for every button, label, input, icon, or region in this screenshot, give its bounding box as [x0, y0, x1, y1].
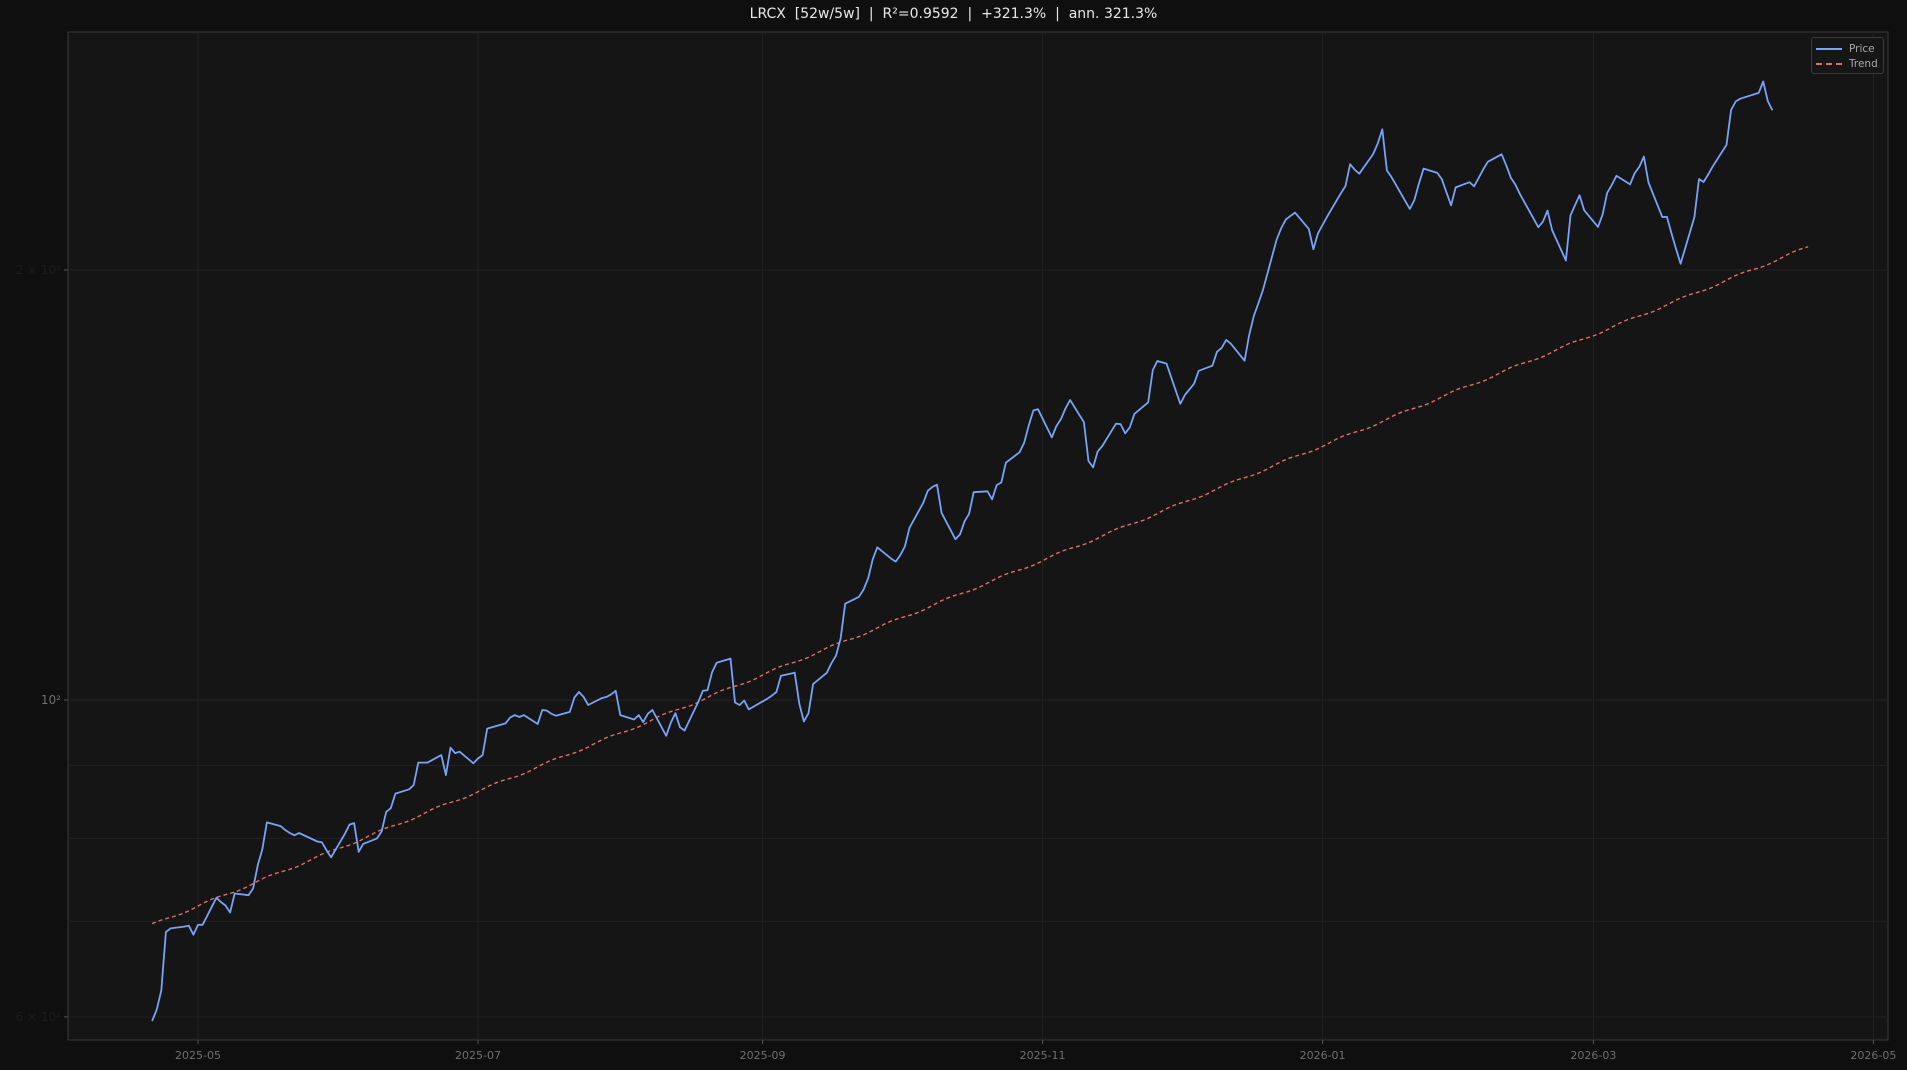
price-line — [151, 80, 1774, 1022]
y-tick-label: 2 × 10² — [16, 263, 62, 277]
legend-item-price: Price — [1816, 42, 1875, 56]
trend-line — [151, 246, 1809, 925]
trend-swatch-icon — [1816, 63, 1842, 65]
x-tick-label: 2025-05 — [175, 1049, 221, 1062]
legend: Price Trend — [1811, 37, 1884, 74]
y-axis: 6 × 10¹ 10² 2 × 10² — [16, 263, 68, 1024]
y-tick-label: 6 × 10¹ — [16, 1010, 62, 1024]
x-tick-label: 2025-11 — [1020, 1049, 1066, 1062]
x-tick-label: 2026-01 — [1300, 1049, 1346, 1062]
legend-item-trend: Trend — [1816, 57, 1878, 71]
plot-area — [67, 31, 1889, 1041]
legend-label-trend: Trend — [1849, 58, 1878, 70]
x-tick-label: 2026-03 — [1570, 1049, 1616, 1062]
x-tick-label: 2025-07 — [455, 1049, 501, 1062]
grid-lines — [68, 32, 1888, 1040]
x-axis: 2025-05 2025-07 2025-09 2025-11 2026-01 2026-… — [175, 1040, 1896, 1062]
y-tick-label: 10² — [41, 693, 61, 707]
x-tick-label: 2025-09 — [740, 1049, 786, 1062]
x-tick-label: 2026-05 — [1850, 1049, 1896, 1062]
legend-label-price: Price — [1849, 43, 1875, 55]
chart-title: LRCX [52w/5w] | R²=0.9592 | +321.3% | an… — [749, 6, 1158, 22]
price-swatch-icon — [1816, 48, 1842, 50]
